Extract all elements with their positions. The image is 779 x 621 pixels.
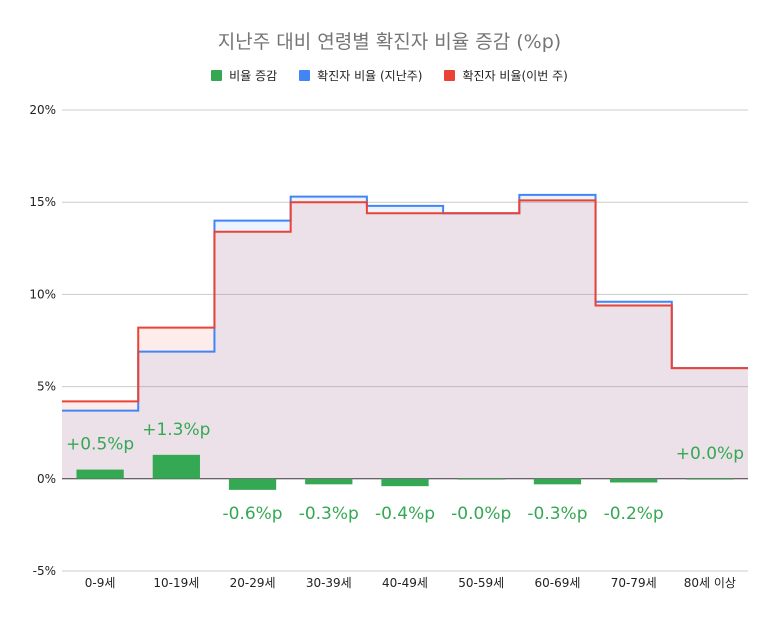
x-tick-label: 50-59세 — [458, 576, 504, 590]
y-tick-label: 10% — [29, 287, 56, 301]
bar-change — [76, 469, 124, 479]
bar-change — [686, 478, 734, 480]
y-tick-label: 0% — [37, 472, 56, 486]
bar-change — [533, 478, 582, 485]
line-this-week — [62, 199, 748, 403]
data-label: -0.2%p — [604, 504, 664, 524]
data-label: +0.5%p — [66, 435, 134, 455]
bar-change — [305, 478, 353, 485]
x-tick-label: 70-79세 — [611, 576, 657, 590]
data-label: +1.3%p — [142, 420, 210, 440]
bar-change — [228, 478, 277, 490]
data-label: -0.4%p — [375, 504, 435, 524]
chart-title: 지난주 대비 연령별 확진자 비율 증감 (%p) — [217, 31, 562, 53]
legend-item-last-week[interactable]: 확진자 비율 (지난주) — [299, 67, 422, 84]
x-tick-label: 30-39세 — [306, 576, 352, 590]
bar-change — [381, 478, 429, 487]
x-tick-label: 40-49세 — [382, 576, 428, 590]
data-label: +0.0%p — [676, 444, 744, 464]
legend-label-change: 비율 증감 — [229, 69, 278, 83]
y-tick-label: -5% — [33, 564, 56, 578]
x-tick-label: 60-69세 — [534, 576, 580, 590]
data-label: -0.3%p — [299, 504, 359, 524]
x-tick-label: 80세 이상 — [684, 576, 736, 590]
legend-swatch-this-week — [444, 70, 456, 81]
x-tick-label: 0-9세 — [85, 576, 116, 590]
x-tick-label: 20-29세 — [230, 576, 276, 590]
y-tick-label: 15% — [29, 195, 56, 209]
bar-change — [457, 478, 505, 480]
legend-label-this-week: 확진자 비율(이번 주) — [462, 69, 568, 83]
line-last-week — [62, 193, 748, 412]
legend-item-this-week[interactable]: 확진자 비율(이번 주) — [444, 67, 568, 84]
data-label: -0.3%p — [527, 504, 587, 524]
legend: 비율 증감 확진자 비율 (지난주) 확진자 비율(이번 주) — [0, 67, 779, 84]
data-label: -0.0%p — [451, 504, 511, 524]
legend-item-change[interactable]: 비율 증감 — [211, 67, 277, 84]
x-tick-label: 10-19세 — [153, 576, 199, 590]
bar-change — [152, 454, 200, 479]
legend-swatch-change — [211, 70, 223, 81]
y-tick-label: 20% — [29, 103, 56, 117]
legend-label-last-week: 확진자 비율 (지난주) — [317, 69, 423, 83]
bar-change — [610, 478, 658, 483]
area-this-week — [62, 200, 748, 479]
legend-swatch-last-week — [299, 70, 311, 81]
area-last-week — [62, 194, 748, 479]
data-label: -0.6%p — [222, 504, 282, 524]
y-tick-label: 5% — [37, 380, 56, 394]
